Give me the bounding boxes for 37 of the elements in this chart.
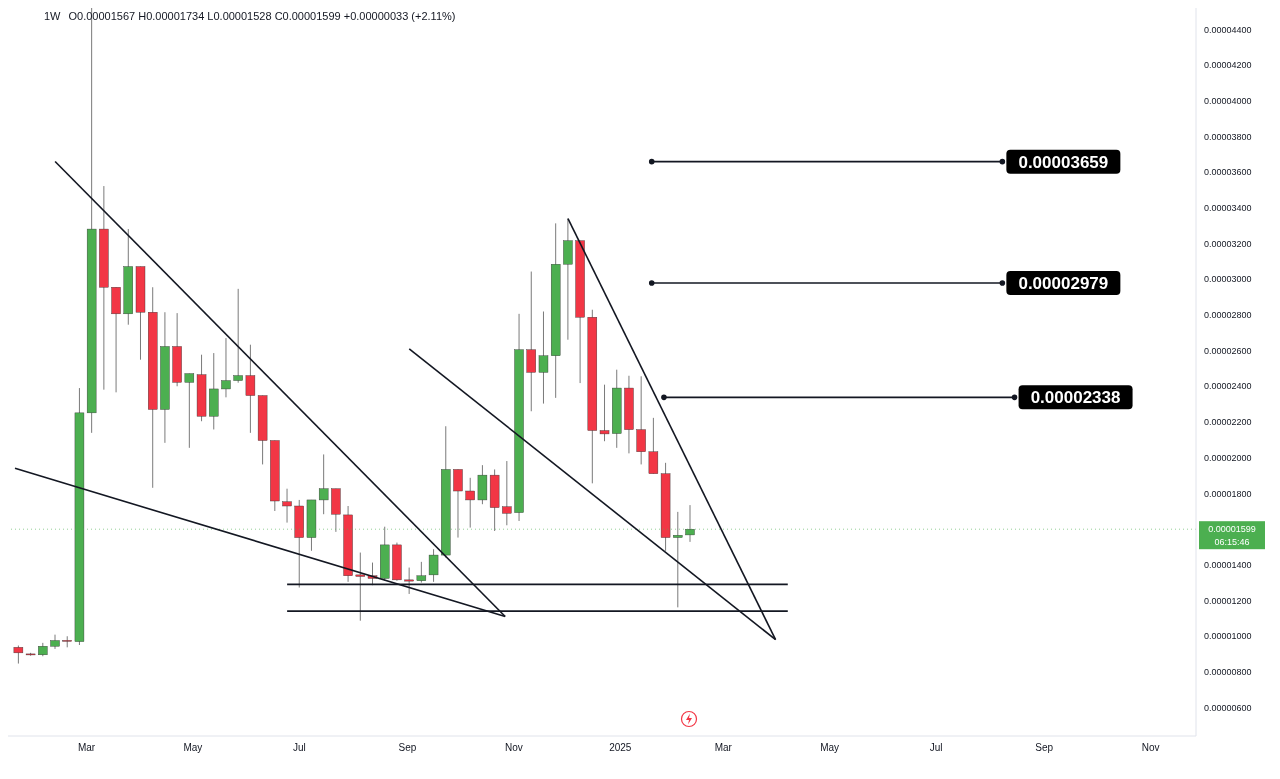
x-tick-label: 2025 [609,742,632,754]
x-tick-label: Jul [292,742,306,754]
y-tick-label: 0.00004200 [1204,60,1252,71]
x-tick-label: Nov [1141,742,1160,754]
y-tick-label: 0.00000600 [1204,702,1252,713]
y-tick-label: 0.00003600 [1204,167,1252,178]
text: 06:15:46 [1214,537,1250,548]
data-label: 0.00002338 [1030,388,1121,408]
y-tick-label: 0.00003200 [1204,238,1252,249]
x-tick-label: May [183,742,203,754]
data-label: 0.00003659 [1018,152,1109,172]
x-tick-label: Sep [398,742,417,754]
y-tick-label: 0.00001400 [1204,559,1252,570]
x-tick-label: Sep [1035,742,1054,754]
y-tick-label: 0.00004000 [1204,95,1252,106]
y-tick-label: 0.00003400 [1204,203,1252,214]
ref-line-label: 0.00001599 [1208,524,1256,535]
y-tick-label: 0.00001800 [1204,488,1252,499]
x-tick-label: Mar [714,742,733,754]
data-label: 0.00002979 [1018,273,1109,293]
x-tick-label: Mar [77,742,96,754]
y-tick-label: 0.00002600 [1204,345,1252,356]
y-tick-label: 0.00002400 [1204,381,1252,392]
y-tick-label: 0.00004400 [1204,24,1252,35]
x-tick-label: Nov [505,742,523,754]
y-tick-label: 0.00002200 [1204,417,1252,428]
y-tick-label: 0.00001000 [1204,631,1252,642]
y-tick-label: 0.00001200 [1204,595,1252,606]
y-tick-label: 0.00002000 [1204,452,1252,463]
y-tick-label: 0.00003800 [1204,131,1252,142]
y-tick-label: 0.00003000 [1204,274,1252,285]
y-tick-label: 0.00002800 [1204,310,1252,321]
chart-subtitle: O0.00001567 H0.00001734 L0.00001528 C0.00001599 +0.00000033 (+2.11%) [68,10,456,22]
chart-title: 1W [44,10,61,22]
y-tick-label: 0.00000800 [1204,666,1252,677]
x-tick-label: May [820,742,840,754]
x-tick-label: Jul [929,742,943,754]
